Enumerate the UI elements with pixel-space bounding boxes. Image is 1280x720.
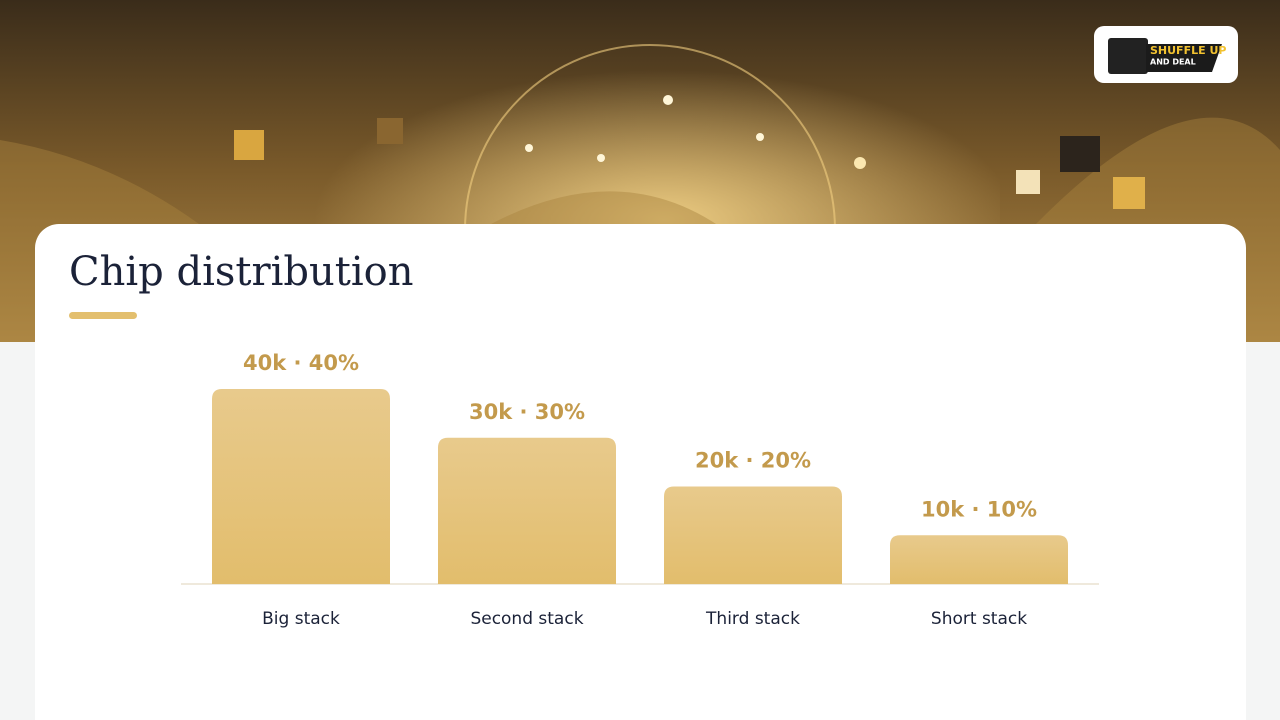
x-tick-label: Big stack [262, 609, 340, 629]
x-tick-label: Short stack [931, 609, 1027, 629]
x-tick-label: Second stack [470, 609, 583, 629]
bar [664, 486, 842, 584]
chart-title: Chip distribution [69, 249, 413, 295]
value-label: 40k · 40% [243, 351, 359, 375]
card [35, 224, 1246, 720]
value-label: 30k · 30% [469, 400, 585, 424]
bar [438, 437, 616, 584]
logo-text: AND DEAL [1150, 58, 1196, 67]
bar [212, 389, 390, 584]
logo-text: SHUFFLE UP [1150, 44, 1226, 57]
bar [890, 535, 1068, 584]
logo[interactable]: SHUFFLE UP AND DEAL [1094, 26, 1238, 83]
title-underline [69, 312, 137, 319]
value-label: 10k · 10% [921, 497, 1037, 521]
x-tick-label: Third stack [705, 609, 800, 629]
value-label: 20k · 20% [695, 449, 811, 473]
